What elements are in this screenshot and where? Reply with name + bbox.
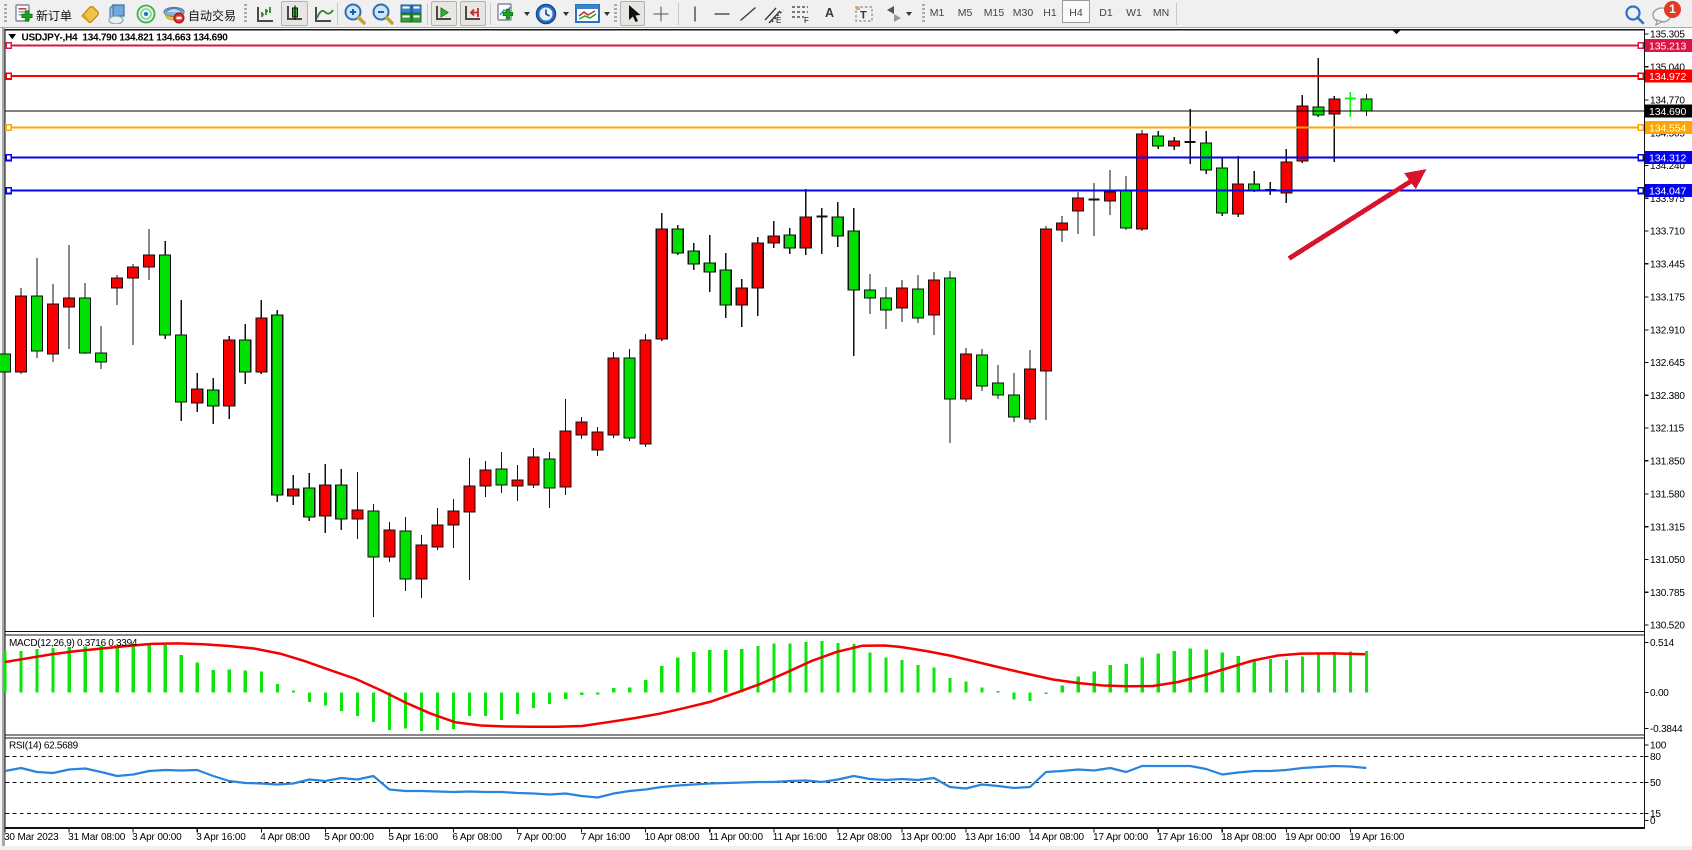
svg-text:MACD(12,26,9) 0.3716 0.3394: MACD(12,26,9) 0.3716 0.3394 [9,638,138,649]
svg-text:134.047: 134.047 [1649,185,1687,197]
svg-text:132.115: 132.115 [1650,424,1685,435]
svg-text:133.975: 133.975 [1650,194,1685,205]
svg-text:5 Apr 00:00: 5 Apr 00:00 [324,832,374,843]
svg-text:133.445: 133.445 [1650,259,1685,270]
svg-text:13 Apr 16:00: 13 Apr 16:00 [965,832,1021,843]
svg-text:80: 80 [1650,752,1661,763]
svg-text:17 Apr 00:00: 17 Apr 00:00 [1093,832,1149,843]
svg-text:50: 50 [1650,778,1661,789]
svg-text:E: E [776,16,781,24]
svg-text:132.380: 132.380 [1650,391,1685,402]
svg-text:135.040: 135.040 [1650,62,1685,73]
svg-text:18 Apr 08:00: 18 Apr 08:00 [1221,832,1277,843]
svg-text:T: T [860,10,867,22]
svg-text:134.770: 134.770 [1650,96,1685,107]
svg-text:7 Apr 00:00: 7 Apr 00:00 [517,832,567,843]
svg-text:5 Apr 16:00: 5 Apr 16:00 [388,832,438,843]
svg-text:6 Apr 08:00: 6 Apr 08:00 [452,832,502,843]
svg-text:131.850: 131.850 [1650,456,1685,467]
svg-text:3 Apr 00:00: 3 Apr 00:00 [132,832,182,843]
svg-text:10 Apr 08:00: 10 Apr 08:00 [645,832,701,843]
svg-text:131.050: 131.050 [1650,555,1685,566]
svg-text:132.910: 132.910 [1650,325,1685,336]
svg-text:133.175: 133.175 [1650,293,1685,304]
svg-text:134.554: 134.554 [1649,122,1687,134]
svg-text:30 Mar 2023: 30 Mar 2023 [4,832,59,843]
svg-text:131.580: 131.580 [1650,490,1685,501]
svg-text:0.514: 0.514 [1650,638,1675,649]
svg-text:7 Apr 16:00: 7 Apr 16:00 [581,832,631,843]
svg-text:11 Apr 00:00: 11 Apr 00:00 [709,832,764,843]
svg-text:0: 0 [1650,816,1656,827]
svg-text:19 Apr 00:00: 19 Apr 00:00 [1285,832,1341,843]
svg-text:15: 15 [1650,809,1661,820]
svg-text:4 Apr 08:00: 4 Apr 08:00 [260,832,310,843]
svg-text:14 Apr 08:00: 14 Apr 08:00 [1029,832,1085,843]
svg-text:3 Apr 16:00: 3 Apr 16:00 [196,832,246,843]
svg-text:133.710: 133.710 [1650,227,1685,238]
svg-text:135.305: 135.305 [1650,30,1685,41]
svg-text:-0.3844: -0.3844 [1650,724,1683,735]
svg-text:134.312: 134.312 [1649,152,1687,164]
svg-text:19 Apr 16:00: 19 Apr 16:00 [1349,832,1405,843]
svg-text:134.972: 134.972 [1649,71,1687,83]
svg-text:12 Apr 08:00: 12 Apr 08:00 [837,832,893,843]
svg-text:130.520: 130.520 [1650,621,1685,632]
svg-text:130.785: 130.785 [1650,588,1685,599]
svg-text:11 Apr 16:00: 11 Apr 16:00 [773,832,828,843]
svg-text:31 Mar 08:00: 31 Mar 08:00 [68,832,126,843]
svg-text:132.645: 132.645 [1650,358,1685,369]
svg-text:13 Apr 00:00: 13 Apr 00:00 [901,832,957,843]
svg-text:134.240: 134.240 [1650,161,1685,172]
svg-text:RSI(14) 62.5689: RSI(14) 62.5689 [9,741,79,752]
svg-text:135.213: 135.213 [1649,40,1687,52]
svg-text:0.00: 0.00 [1650,688,1669,699]
svg-text:134.690: 134.690 [1649,106,1687,118]
svg-text:F: F [804,16,809,24]
svg-text:100: 100 [1650,741,1667,752]
svg-text:131.315: 131.315 [1650,522,1685,533]
svg-text:17 Apr 16:00: 17 Apr 16:00 [1157,832,1213,843]
svg-text:USDJPY-,H4 134.790 134.821 13: USDJPY-,H4 134.790 134.821 134.663 134.6… [22,32,229,43]
